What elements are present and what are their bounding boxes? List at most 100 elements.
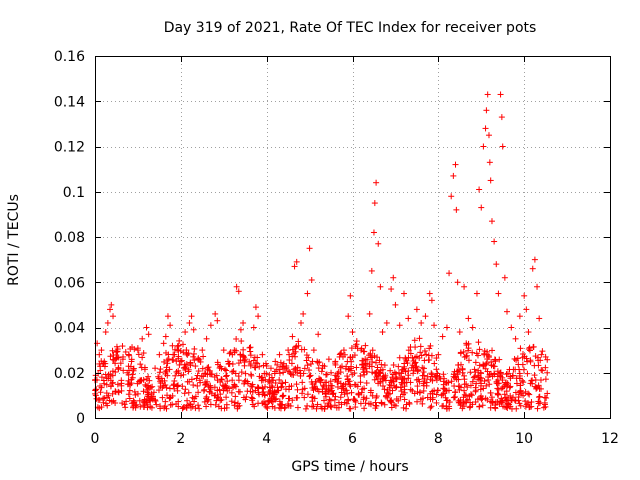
data-point xyxy=(321,397,328,404)
data-point xyxy=(360,369,367,376)
data-point xyxy=(361,362,368,369)
data-point xyxy=(542,364,549,371)
data-point xyxy=(243,393,250,400)
data-point xyxy=(433,355,440,362)
data-point xyxy=(246,358,253,365)
data-point xyxy=(345,313,352,320)
data-point xyxy=(108,301,115,308)
data-point xyxy=(387,377,394,384)
data-point xyxy=(367,401,374,408)
data-point xyxy=(113,355,120,362)
data-point xyxy=(481,378,488,385)
data-point xyxy=(501,274,508,281)
data-point xyxy=(246,344,253,351)
data-point xyxy=(118,380,125,387)
data-point xyxy=(403,401,410,408)
data-point xyxy=(140,388,147,395)
data-point xyxy=(509,372,516,379)
data-point xyxy=(426,290,433,297)
data-point xyxy=(352,404,359,411)
axis-ticks xyxy=(95,56,611,419)
data-point xyxy=(130,404,137,411)
data-point xyxy=(486,159,493,166)
data-point xyxy=(200,387,207,394)
data-point xyxy=(525,329,532,336)
data-point xyxy=(117,360,124,367)
data-point xyxy=(215,395,222,402)
data-point xyxy=(118,387,125,394)
data-point xyxy=(381,401,388,408)
data-point xyxy=(460,348,467,355)
data-point xyxy=(175,347,182,354)
data-point xyxy=(516,400,523,407)
data-point xyxy=(143,324,150,331)
data-point xyxy=(497,91,504,98)
data-point xyxy=(500,384,507,391)
data-point xyxy=(404,360,411,367)
data-point xyxy=(468,392,475,399)
data-point xyxy=(495,290,502,297)
data-point xyxy=(396,322,403,329)
data-point xyxy=(523,355,530,362)
data-point xyxy=(190,353,197,360)
data-point xyxy=(286,357,293,364)
data-point xyxy=(401,396,408,403)
data-point xyxy=(446,405,453,412)
data-point xyxy=(431,360,438,367)
data-point xyxy=(232,393,239,400)
data-point xyxy=(128,356,135,363)
data-point xyxy=(214,317,221,324)
data-point xyxy=(137,378,144,385)
data-point xyxy=(405,315,412,322)
data-point xyxy=(105,392,112,399)
data-point xyxy=(96,405,103,412)
data-point xyxy=(262,383,269,390)
data-point xyxy=(125,371,132,378)
data-point xyxy=(305,354,312,361)
data-point xyxy=(344,373,351,380)
data-point xyxy=(421,375,428,382)
data-point xyxy=(157,366,164,373)
data-point xyxy=(119,400,126,407)
data-point xyxy=(107,353,114,360)
data-point xyxy=(506,401,513,408)
data-point xyxy=(179,383,186,390)
data-point xyxy=(455,367,462,374)
data-point xyxy=(164,313,171,320)
data-point xyxy=(456,329,463,336)
data-point xyxy=(319,362,326,369)
data-point xyxy=(112,388,119,395)
data-point xyxy=(406,400,413,407)
data-point xyxy=(163,364,170,371)
data-point xyxy=(209,371,216,378)
data-point xyxy=(503,371,510,378)
data-point xyxy=(199,365,206,372)
data-point xyxy=(359,357,366,364)
data-point xyxy=(504,370,511,377)
data-point xyxy=(165,351,172,358)
data-point xyxy=(202,370,209,377)
data-point xyxy=(407,350,414,357)
data-point xyxy=(101,395,108,402)
data-point xyxy=(186,319,193,326)
data-point xyxy=(126,387,133,394)
data-point xyxy=(387,367,394,374)
data-point xyxy=(435,351,442,358)
data-point xyxy=(273,389,280,396)
data-point xyxy=(184,397,191,404)
data-point xyxy=(502,394,509,401)
data-point xyxy=(193,375,200,382)
data-point xyxy=(294,369,301,376)
data-point xyxy=(301,365,308,372)
data-point xyxy=(446,270,453,277)
data-point xyxy=(332,361,339,368)
data-point xyxy=(238,338,245,345)
data-point xyxy=(484,91,491,98)
data-point xyxy=(429,396,436,403)
data-point xyxy=(136,397,143,404)
data-point xyxy=(261,392,268,399)
data-point xyxy=(93,395,100,402)
data-point xyxy=(241,362,248,369)
data-point xyxy=(379,366,386,373)
data-point xyxy=(152,396,159,403)
